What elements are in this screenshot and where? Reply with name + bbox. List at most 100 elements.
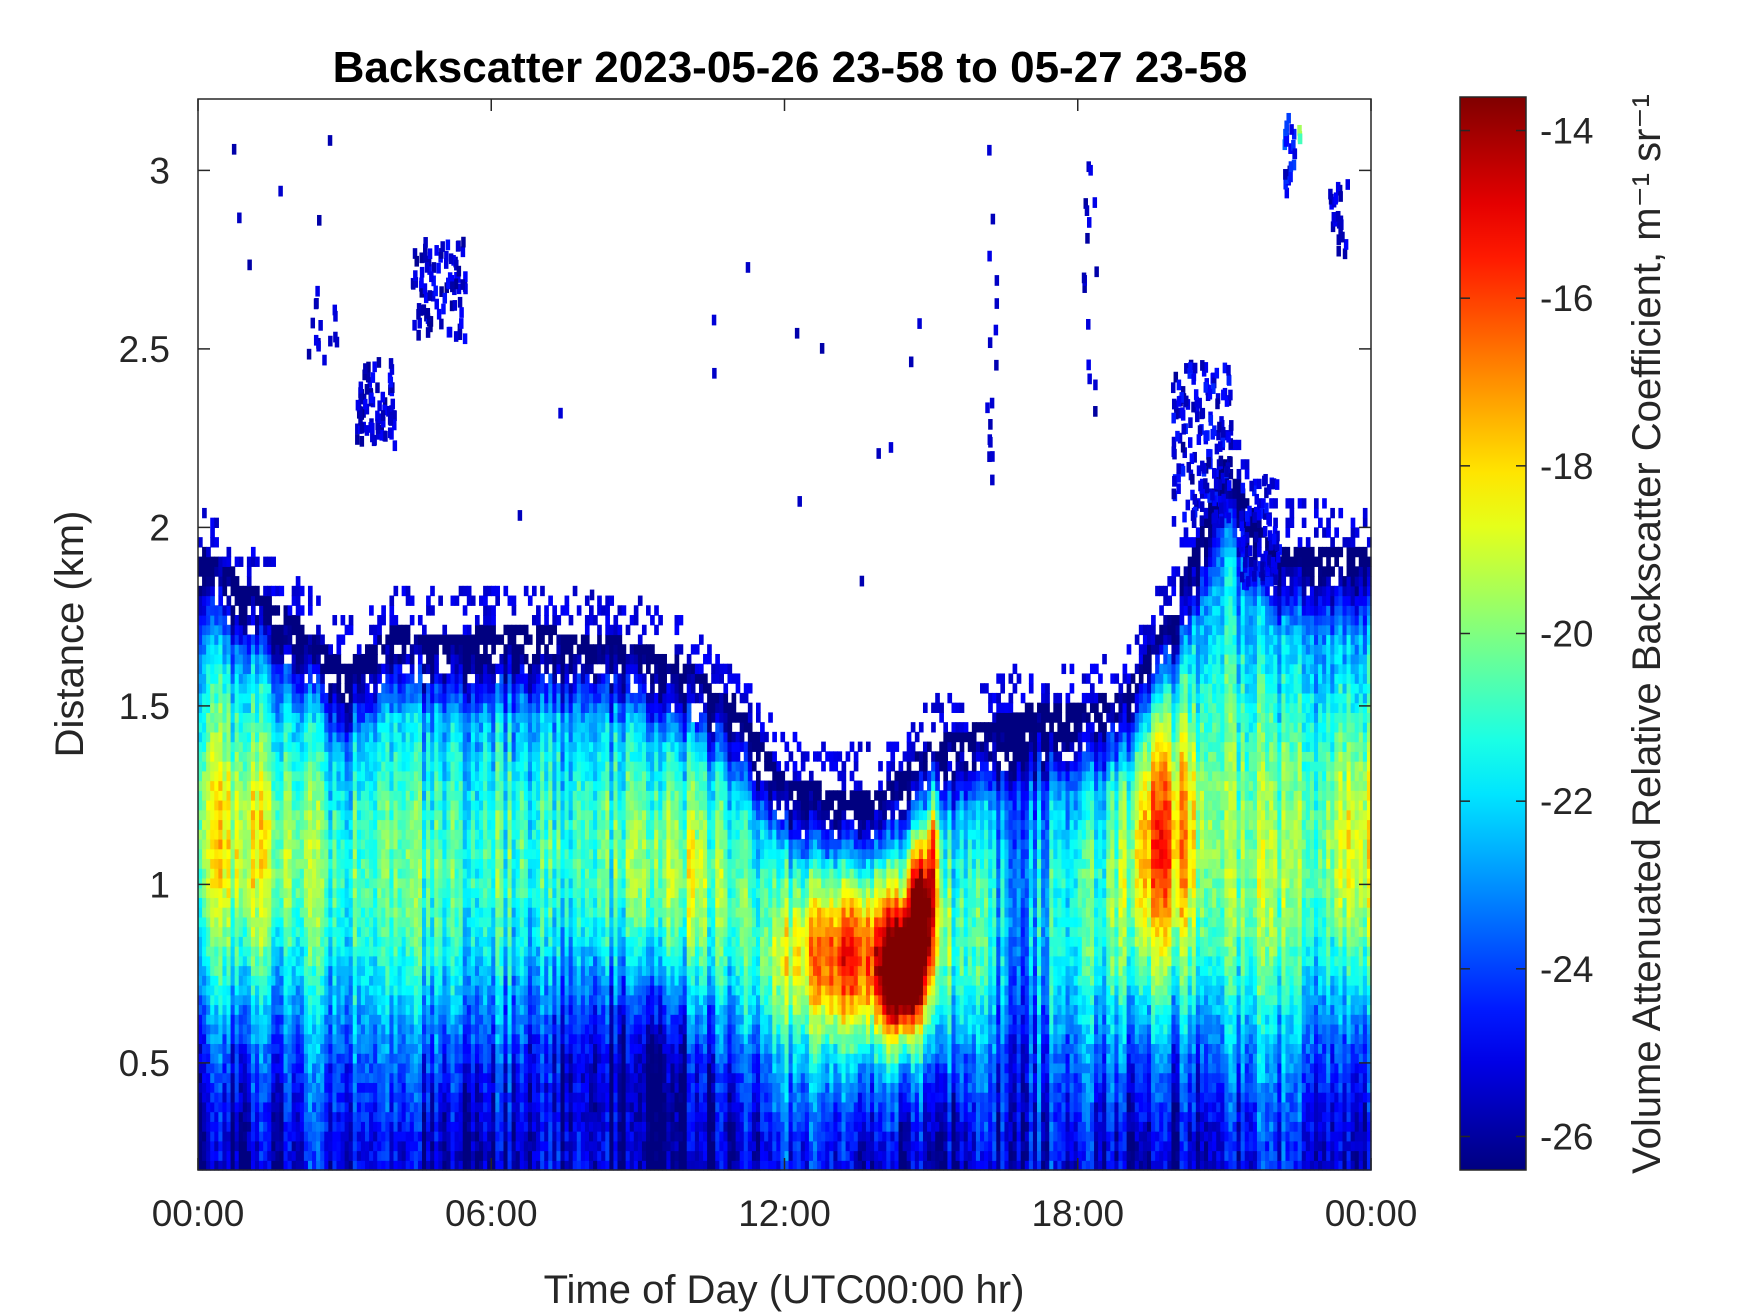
heatmap-cell <box>332 731 338 743</box>
heatmap-cell <box>279 936 285 947</box>
heatmap-cell <box>267 663 272 675</box>
heatmap-cell <box>279 965 285 976</box>
heatmap-cell <box>450 887 456 898</box>
heatmap-cell <box>246 634 252 645</box>
heatmap-cell <box>417 1150 423 1161</box>
heatmap-cell <box>470 916 476 928</box>
heatmap-cell <box>356 673 362 684</box>
heatmap-cell <box>255 1053 260 1064</box>
heatmap-cell <box>438 702 443 713</box>
heatmap-cell <box>507 595 513 606</box>
heatmap-cell <box>303 692 309 704</box>
heatmap-cell <box>214 1160 219 1171</box>
heatmap-cell <box>405 702 411 713</box>
heatmap-cell <box>458 1131 464 1142</box>
heatmap-cell <box>434 634 439 645</box>
heatmap-cell <box>519 1121 525 1132</box>
heatmap-cell <box>336 1072 342 1083</box>
heatmap-cell <box>226 809 232 821</box>
heatmap-cell <box>466 858 472 869</box>
heatmap-cell <box>275 1053 281 1064</box>
heatmap-cell <box>218 1101 224 1113</box>
heatmap-cell <box>479 985 484 996</box>
heatmap-cell <box>312 1140 317 1152</box>
heatmap-cell <box>397 1101 403 1113</box>
heatmap-cell <box>503 731 509 743</box>
heatmap-cell <box>495 887 500 898</box>
heatmap-cell <box>466 751 472 762</box>
heatmap-cell <box>312 1101 317 1113</box>
heatmap-cell <box>495 838 500 850</box>
heatmap-cell <box>214 790 219 801</box>
heatmap-cell <box>536 1140 541 1152</box>
heatmap-cell <box>348 916 354 928</box>
heatmap-cell <box>263 800 268 811</box>
heatmap-cell <box>474 761 480 772</box>
heatmap-cell <box>519 780 525 791</box>
heatmap-cell <box>491 624 496 636</box>
heatmap-cell <box>483 653 488 665</box>
heatmap-cell <box>259 1053 264 1064</box>
heatmap-cell <box>454 897 460 908</box>
heatmap-cell <box>242 770 248 782</box>
heatmap-cell <box>328 848 333 860</box>
heatmap-cell <box>417 1082 423 1093</box>
heatmap-cell <box>210 1140 215 1152</box>
heatmap-cell <box>348 946 354 957</box>
heatmap-cell <box>483 1082 488 1093</box>
heatmap-cell <box>246 751 252 762</box>
heatmap-cell <box>458 897 464 908</box>
heatmap-cell <box>454 985 460 996</box>
heatmap-cell <box>324 770 329 782</box>
heatmap-cell <box>226 790 232 801</box>
heatmap-cell <box>283 1023 289 1035</box>
heatmap-cell <box>499 751 505 762</box>
heatmap-cell <box>352 946 358 957</box>
heatmap-cell <box>413 1004 419 1015</box>
heatmap-cell <box>474 673 480 684</box>
heatmap-cell <box>230 780 236 791</box>
heatmap-cell <box>438 936 443 947</box>
heatmap-cell <box>320 780 325 791</box>
heatmap-cell <box>495 916 500 928</box>
heatmap-cell <box>519 790 525 801</box>
heatmap-cell <box>283 1131 289 1142</box>
heatmap-cell <box>328 1072 333 1083</box>
heatmap-cell <box>430 731 435 743</box>
heatmap-cell <box>222 916 228 928</box>
heatmap-cell <box>226 819 232 830</box>
heatmap-cell <box>250 838 256 850</box>
heatmap-cell <box>536 936 541 947</box>
heatmap-cell <box>226 1121 232 1132</box>
heatmap-cell <box>474 1053 480 1064</box>
heatmap-cell <box>527 1131 533 1142</box>
heatmap-cell <box>202 1131 207 1142</box>
heatmap-cell <box>246 1111 252 1122</box>
heatmap-cell <box>214 712 219 723</box>
heatmap-cell <box>279 761 285 772</box>
heatmap-cell <box>287 712 293 723</box>
heatmap-cell <box>483 1072 488 1083</box>
heatmap-cell <box>263 1140 268 1152</box>
heatmap-cell <box>259 653 264 665</box>
heatmap-cell <box>271 946 276 957</box>
heatmap-cell <box>263 897 268 908</box>
heatmap-cell <box>271 683 276 694</box>
heatmap-cell <box>442 907 448 918</box>
heatmap-cell <box>523 692 529 704</box>
heatmap-cell <box>527 877 533 889</box>
heatmap-cell <box>312 1160 317 1171</box>
heatmap-cell <box>434 761 439 772</box>
heatmap-cell <box>462 761 468 772</box>
heatmap-cell <box>307 1150 313 1161</box>
heatmap-cell <box>340 1101 346 1113</box>
heatmap-cell <box>242 683 248 694</box>
heatmap-cell <box>511 1062 517 1074</box>
heatmap-cell <box>417 673 423 684</box>
heatmap-cell <box>389 605 395 616</box>
heatmap-cell <box>230 644 236 655</box>
heatmap-cell <box>470 887 476 898</box>
heatmap-cell <box>259 1150 264 1161</box>
heatmap-cell <box>458 965 464 976</box>
heatmap-cell <box>364 800 370 811</box>
